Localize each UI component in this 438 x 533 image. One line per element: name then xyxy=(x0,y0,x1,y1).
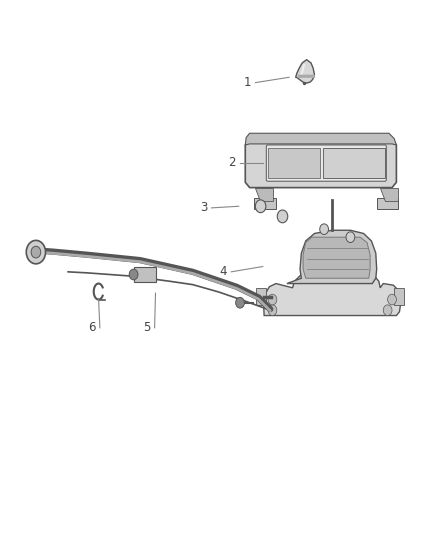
Text: 6: 6 xyxy=(88,321,96,334)
Bar xyxy=(377,198,398,209)
Polygon shape xyxy=(266,145,386,181)
Polygon shape xyxy=(245,140,396,188)
Polygon shape xyxy=(268,148,320,178)
Polygon shape xyxy=(255,188,273,201)
Text: 5: 5 xyxy=(143,321,150,334)
Circle shape xyxy=(236,297,244,308)
Text: 1: 1 xyxy=(244,76,251,89)
Text: 4: 4 xyxy=(219,265,227,278)
Polygon shape xyxy=(323,148,385,178)
Circle shape xyxy=(268,294,277,305)
Circle shape xyxy=(129,269,138,280)
Polygon shape xyxy=(297,75,315,78)
Circle shape xyxy=(277,210,288,223)
Circle shape xyxy=(320,224,328,235)
Bar xyxy=(134,266,156,282)
Bar xyxy=(254,198,276,209)
Text: 2: 2 xyxy=(228,156,236,169)
Polygon shape xyxy=(264,271,401,316)
Polygon shape xyxy=(287,230,377,284)
Circle shape xyxy=(26,240,46,264)
Polygon shape xyxy=(380,188,398,201)
Text: 3: 3 xyxy=(200,201,207,214)
Bar xyxy=(394,288,404,305)
Polygon shape xyxy=(245,133,396,145)
Circle shape xyxy=(388,294,396,305)
Circle shape xyxy=(346,232,355,243)
Circle shape xyxy=(268,305,277,316)
Circle shape xyxy=(31,246,41,258)
Circle shape xyxy=(383,305,392,316)
Bar xyxy=(256,288,266,305)
Polygon shape xyxy=(303,237,370,278)
Polygon shape xyxy=(296,60,314,83)
Circle shape xyxy=(255,200,266,213)
